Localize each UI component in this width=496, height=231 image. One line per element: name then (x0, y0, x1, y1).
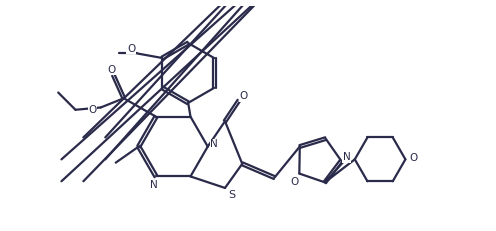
Text: O: O (89, 105, 97, 115)
Text: N: N (343, 152, 351, 162)
Text: O: O (239, 91, 248, 101)
Text: O: O (409, 153, 418, 163)
Text: N: N (210, 139, 218, 149)
Text: O: O (291, 177, 299, 187)
Text: N: N (150, 180, 158, 190)
Text: O: O (107, 64, 115, 75)
Text: O: O (127, 44, 135, 54)
Text: S: S (228, 190, 236, 200)
